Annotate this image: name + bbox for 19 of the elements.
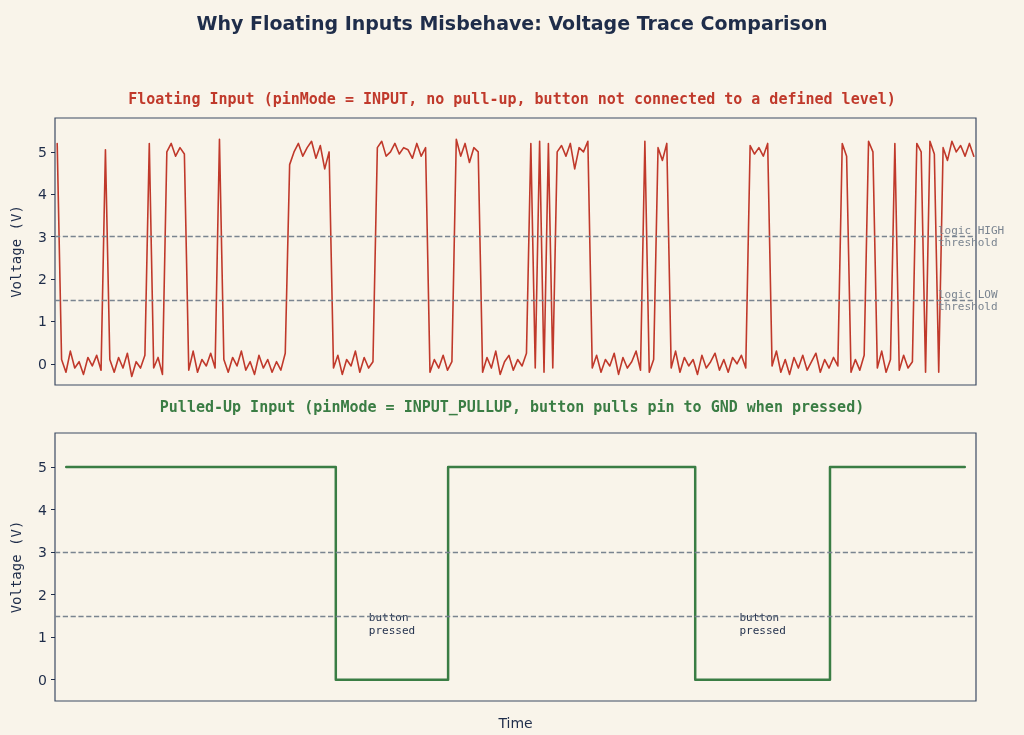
y-tick-label: 4 xyxy=(38,186,48,203)
chart-subtitle: Floating Input (pinMode = INPUT, no pull-up, button not connected to a defined level) xyxy=(128,89,896,108)
y-tick-label: 5 xyxy=(38,459,47,476)
y-tick-label: 5 xyxy=(38,143,47,160)
y-tick-label: 3 xyxy=(38,228,47,245)
y-tick-label: 1 xyxy=(38,313,47,330)
y-tick-label: 0 xyxy=(38,671,47,688)
y-tick-label: 1 xyxy=(38,629,47,646)
y-tick-label: 0 xyxy=(38,355,47,372)
y-axis-title: Voltage (V) xyxy=(8,520,24,614)
y-tick-label: 3 xyxy=(38,544,47,561)
chart-title: Pulled-Up Input (pinMode = INPUT_PULLUP, button pulls pin to GND when pressed) xyxy=(159,397,865,416)
x-axis-title: Time xyxy=(497,715,533,731)
y-tick-label: 2 xyxy=(38,586,47,603)
y-tick-label: 2 xyxy=(38,271,47,288)
y-axis-title: Voltage (V) xyxy=(8,205,24,298)
chart-title: Why Floating Inputs Misbehave: Voltage Trace Comparison xyxy=(196,11,828,34)
y-tick-label: 4 xyxy=(38,501,48,518)
annotation: button pressed xyxy=(739,610,786,637)
